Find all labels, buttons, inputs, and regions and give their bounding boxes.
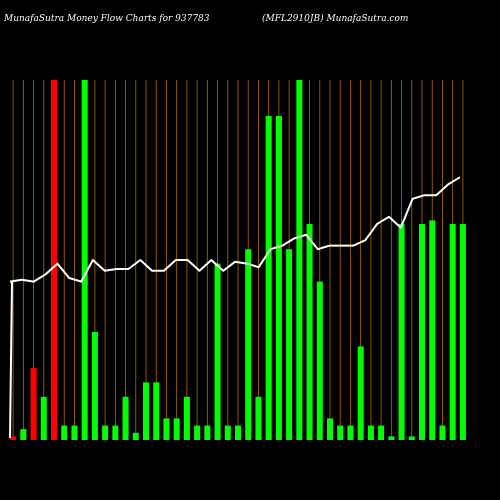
flow-bar	[378, 425, 385, 440]
flow-bar	[306, 224, 313, 440]
flow-bar	[204, 425, 211, 440]
flow-bar	[194, 425, 201, 440]
flow-bar	[316, 281, 323, 440]
flow-bar	[143, 382, 149, 440]
flow-bar	[30, 368, 37, 440]
flow-bar	[296, 80, 303, 440]
flow-bar	[153, 382, 160, 440]
flow-bar	[214, 263, 221, 440]
flow-bar	[275, 116, 282, 440]
flow-bar	[61, 425, 68, 440]
money-flow-line-start	[9, 281, 13, 439]
chart-title-right: (MFL2910JB) MunafaSutra.com	[262, 14, 409, 24]
flow-bar	[337, 425, 344, 440]
bar-series	[10, 80, 466, 440]
flow-bar	[357, 346, 364, 440]
flow-bar	[51, 80, 57, 440]
flow-bar	[408, 436, 415, 440]
chart-title-left: MunafaSutra Money Flow Charts for 937783	[4, 14, 210, 24]
flow-bar	[398, 224, 405, 440]
flow-bar	[286, 249, 293, 440]
line-series	[9, 176, 461, 439]
flow-bar	[255, 396, 262, 440]
flow-bar	[81, 80, 88, 440]
flow-bar	[419, 224, 425, 440]
flow-bar	[183, 396, 190, 440]
flow-bar	[10, 436, 17, 440]
flow-bar	[367, 425, 374, 440]
flow-bar	[327, 418, 333, 440]
flow-bar	[224, 425, 231, 440]
flow-bar	[132, 432, 139, 440]
flow-bar	[102, 425, 109, 440]
flow-bar	[449, 224, 456, 440]
flow-bar	[112, 425, 119, 440]
flow-bar	[439, 425, 446, 440]
money-flow-line	[9, 176, 461, 283]
flow-bar	[173, 418, 180, 440]
flow-bar	[20, 429, 27, 440]
flow-bar	[91, 332, 98, 440]
flow-bar	[265, 116, 272, 440]
flow-bar	[235, 425, 241, 440]
flow-bar	[459, 224, 466, 440]
flow-bar	[163, 418, 170, 440]
grid-lines	[12, 80, 464, 440]
flow-bar	[347, 425, 354, 440]
flow-bar	[40, 396, 47, 440]
flow-bar	[245, 249, 252, 440]
flow-bar	[388, 436, 395, 440]
flow-bar	[122, 396, 129, 440]
flow-bar	[429, 220, 436, 440]
flow-bar	[71, 425, 78, 440]
